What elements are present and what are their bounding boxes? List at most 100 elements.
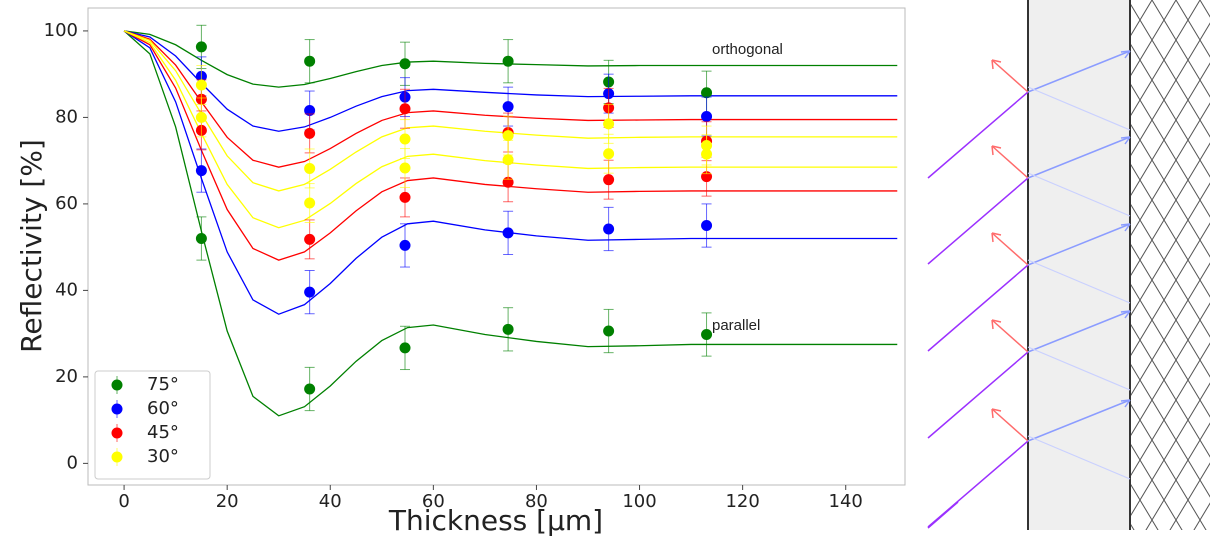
y-axis-label: Reflectivity [%]	[15, 139, 48, 353]
legend-label: 45°	[147, 422, 179, 443]
fit-line	[123, 30, 898, 88]
x-tick-label: 60	[422, 491, 445, 512]
data-point	[502, 154, 514, 166]
data-point	[701, 220, 713, 232]
incident-ray	[927, 177, 1029, 265]
internal-ray	[1027, 346, 1131, 391]
data-point	[195, 111, 207, 123]
y-tick-label: 60	[55, 193, 78, 214]
x-tick-label: 100	[622, 491, 656, 512]
fit-line	[123, 30, 898, 229]
arrow-head	[1120, 136, 1131, 145]
y-tick-label: 80	[55, 106, 78, 127]
mesh	[1130, 0, 1210, 530]
transmitted-ray	[1027, 310, 1131, 353]
legend-label: 30°	[147, 446, 179, 467]
transmitted-ray	[1027, 399, 1131, 442]
arrow-head	[1120, 223, 1131, 232]
x-tick-label: 0	[118, 491, 129, 512]
reflected-ray	[991, 59, 1029, 93]
data-point	[701, 148, 713, 160]
data-point	[304, 197, 316, 209]
incident-ray	[927, 351, 1029, 439]
data-point	[701, 87, 713, 99]
data-point	[701, 329, 713, 341]
fit-line	[123, 30, 898, 192]
internal-ray	[1027, 435, 1131, 480]
data-point	[701, 111, 713, 123]
y-tick-label: 0	[67, 452, 78, 473]
arrow-head	[991, 232, 1002, 243]
data-point	[304, 55, 316, 67]
legend-marker	[111, 403, 123, 415]
fit-line	[123, 30, 898, 417]
data-point	[603, 325, 615, 337]
legend-marker	[111, 379, 123, 391]
fit-line	[123, 30, 898, 132]
data-point	[502, 323, 514, 335]
fit-line	[123, 30, 898, 315]
data-point	[304, 162, 316, 174]
data-point	[603, 148, 615, 160]
fit-line	[123, 30, 898, 168]
arrow-head	[991, 408, 1002, 419]
data-point	[502, 101, 514, 113]
incident-ray	[927, 264, 1029, 352]
x-tick-label: 20	[216, 491, 239, 512]
data-point	[603, 118, 615, 130]
data-point	[304, 383, 316, 395]
legend-marker	[111, 451, 123, 463]
arrow-head	[991, 59, 1002, 70]
data-point	[603, 223, 615, 235]
data-point	[399, 191, 411, 203]
data-point	[502, 227, 514, 239]
incident-ray	[927, 91, 1029, 179]
incident-ray	[927, 501, 959, 529]
annotation: orthogonal	[712, 41, 783, 58]
data-point	[399, 133, 411, 145]
internal-ray	[1027, 172, 1131, 217]
data-point	[195, 79, 207, 91]
fit-line	[123, 30, 898, 261]
diagram	[927, 0, 1210, 530]
layer	[1028, 0, 1130, 530]
x-tick-label: 40	[319, 491, 342, 512]
data-point	[399, 239, 411, 251]
x-tick-label: 120	[725, 491, 759, 512]
data-point	[195, 41, 207, 53]
data-point	[195, 165, 207, 177]
y-tick-label: 20	[55, 366, 78, 387]
data-point	[399, 162, 411, 174]
data-point	[304, 286, 316, 298]
reflected-ray	[991, 145, 1029, 179]
legend-marker	[111, 427, 123, 439]
data-point	[195, 232, 207, 244]
data-point	[502, 55, 514, 67]
reflected-ray	[991, 319, 1029, 353]
legend-label: 60°	[147, 398, 179, 419]
data-point	[304, 233, 316, 245]
data-point	[399, 58, 411, 70]
arrow-head	[1120, 50, 1131, 59]
legend-box	[94, 370, 211, 480]
data-point	[603, 174, 615, 186]
y-tick-label: 40	[55, 279, 78, 300]
data-point	[304, 127, 316, 139]
data-point	[502, 130, 514, 142]
reflected-ray	[991, 232, 1029, 266]
arrow-head	[991, 319, 1002, 330]
data-point	[399, 342, 411, 354]
internal-ray	[1027, 86, 1131, 131]
transmitted-ray	[1027, 223, 1131, 266]
legend-label: 75°	[147, 374, 179, 395]
annotation: parallel	[712, 317, 760, 334]
arrow-head	[1120, 310, 1131, 319]
reflected-ray	[991, 408, 1029, 442]
transmitted-ray	[1027, 136, 1131, 179]
plot-frame	[87, 7, 906, 486]
data-point	[399, 103, 411, 115]
data-point	[304, 104, 316, 116]
x-tick-label: 140	[829, 491, 863, 512]
x-axis-label: Thickness [µm]	[388, 504, 603, 537]
